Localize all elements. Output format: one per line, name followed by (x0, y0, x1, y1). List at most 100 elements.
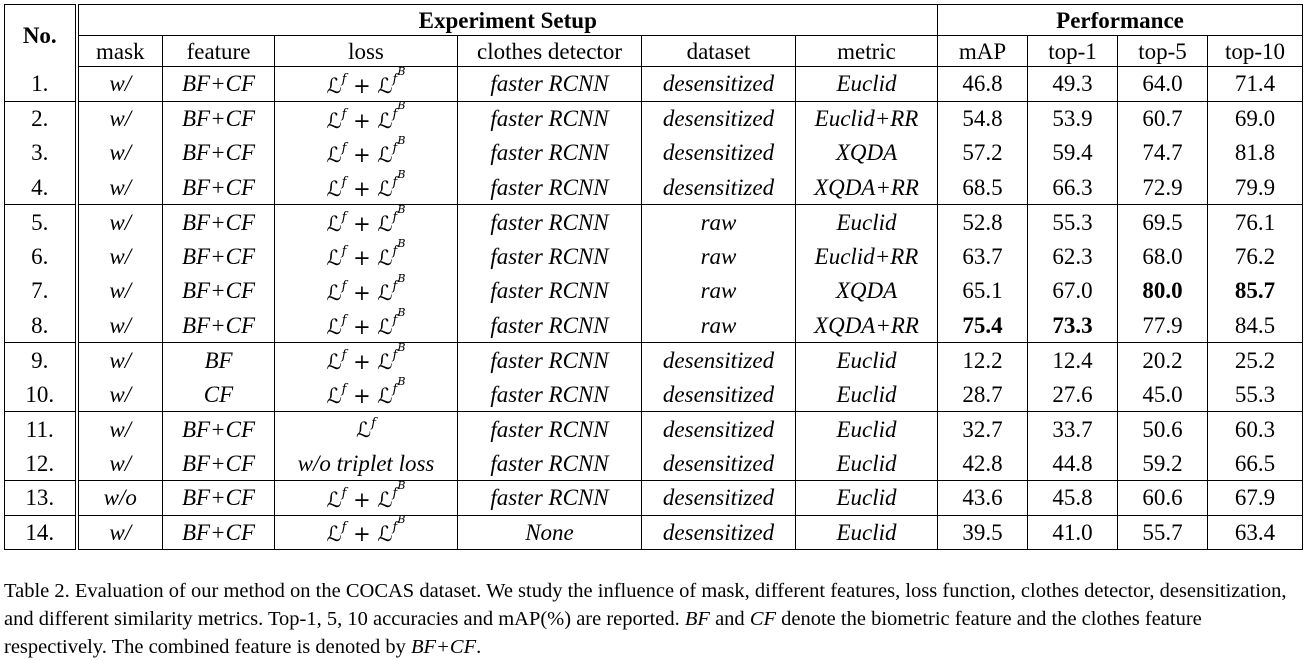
cell-dataset: desensitized (641, 66, 796, 101)
cell-clothes-detector-text: faster RCNN (490, 278, 609, 304)
cell-map: 32.7 (937, 411, 1028, 446)
cell-clothes-detector: None (457, 514, 642, 550)
cell-top10-text: 76.1 (1234, 209, 1276, 235)
cell-feature-text: BF+CF (181, 416, 255, 442)
cell-mask: w/ (76, 170, 163, 205)
cell-map: 68.5 (937, 170, 1028, 205)
cell-no-text: 4. (31, 174, 49, 200)
table-row: 10. w/CF ℒf + ℒfB faster RCNN desensitized Eu… (4, 376, 1304, 412)
cell-map: 28.7 (937, 377, 1028, 412)
cell-top5-text: 80.0 (1142, 278, 1183, 304)
cell-mask-text: w/ (109, 243, 132, 269)
loss-formula: ℒf (356, 415, 376, 442)
cell-dataset: desensitized (641, 170, 796, 205)
header-col-top10: top-10 (1207, 35, 1304, 67)
cell-clothes-detector: faster RCNN (457, 100, 642, 136)
cell-no: 10. (4, 377, 79, 412)
cell-map-text: 12.2 (962, 347, 1003, 373)
cell-top1-text: 45.8 (1052, 485, 1093, 511)
cell-dataset-text: desensitized (662, 416, 775, 442)
header-experiment-setup: Experiment Setup (76, 4, 938, 36)
cell-top1: 45.8 (1027, 480, 1118, 515)
cell-no: 12. (4, 446, 79, 481)
cell-top1: 67.0 (1027, 273, 1118, 308)
cell-map-text: 43.6 (962, 485, 1003, 511)
caption-text-1: Evaluation of our method on the COCAS da… (4, 580, 1287, 630)
cell-feature-text: BF+CF (181, 519, 255, 545)
cell-clothes-detector-text: faster RCNN (490, 71, 609, 97)
cell-clothes-detector-text: faster RCNN (490, 140, 609, 166)
cell-metric-text: Euclid (836, 71, 897, 97)
header-col-map: mAP (937, 35, 1028, 67)
header-columns-row: mask feature loss clothes detector datas… (5, 35, 1304, 67)
cell-top1: 59.4 (1027, 135, 1118, 170)
cell-top5: 59.2 (1117, 446, 1208, 481)
cell-dataset-text: raw (700, 243, 737, 269)
results-table: No. Experiment Setup Performance mask fe… (4, 4, 1304, 550)
cell-map-text: 65.1 (962, 278, 1003, 304)
cell-no: 13. (4, 480, 79, 515)
cell-top1-text: 53.9 (1052, 106, 1093, 131)
cell-top5: 72.9 (1117, 170, 1208, 205)
cell-no-text: 10. (25, 381, 55, 407)
cell-mask: w/ (76, 66, 163, 101)
cell-metric: XQDA+RR (795, 308, 938, 343)
cell-clothes-detector-text: faster RCNN (490, 485, 609, 511)
cell-clothes-detector: faster RCNN (457, 480, 642, 515)
cell-no: 7. (4, 273, 79, 308)
cell-loss: ℒf + ℒfB (274, 66, 458, 101)
cell-top1: 44.8 (1027, 446, 1118, 481)
cell-feature-text: BF+CF (181, 140, 255, 166)
cell-mask: w/ (76, 204, 163, 239)
cell-map: 42.8 (937, 446, 1028, 481)
cell-no: 14. (4, 514, 79, 550)
header-group-row: No. Experiment Setup Performance (4, 4, 1304, 67)
caption-bfcf: BF+CF (411, 636, 477, 658)
cell-map: 12.2 (937, 342, 1028, 377)
cell-no-text: 5. (31, 209, 49, 235)
cell-dataset-text: desensitized (662, 347, 775, 373)
cell-top5-text: 60.6 (1142, 485, 1183, 511)
cell-loss-text: w/o triplet loss (297, 450, 435, 476)
cell-map: 54.8 (937, 100, 1028, 136)
cell-map: 75.4 (937, 308, 1028, 343)
cell-metric: XQDA (795, 135, 938, 170)
cell-loss: w/o triplet loss (274, 446, 458, 481)
cell-feature: BF+CF (162, 411, 275, 446)
cell-loss: ℒf + ℒfB (274, 342, 458, 377)
cell-clothes-detector: faster RCNN (457, 170, 642, 205)
cell-dataset: desensitized (641, 342, 796, 377)
cell-top1-text: 59.4 (1052, 140, 1093, 166)
cell-top5-text: 59.2 (1142, 450, 1183, 476)
cell-mask-text: w/ (109, 140, 132, 166)
caption-bf: BF (684, 608, 710, 630)
caption-cf: CF (749, 608, 777, 630)
cell-top5-text: 69.5 (1142, 209, 1183, 235)
cell-no: 6. (4, 239, 79, 274)
cell-metric-text: XQDA+RR (814, 174, 919, 200)
header-no: No. (4, 4, 79, 67)
cell-no-text: 12. (25, 450, 55, 476)
cell-top10: 69.0 (1207, 100, 1304, 136)
cell-no: 1. (4, 66, 79, 101)
cell-mask: w/ (76, 514, 163, 550)
cell-clothes-detector-text: faster RCNN (490, 174, 609, 200)
cell-mask: w/o (76, 480, 163, 515)
header-col-metric: metric (795, 35, 938, 67)
loss-formula: ℒf + ℒfB (326, 513, 406, 547)
cell-top10-text: 79.9 (1234, 174, 1276, 200)
cell-mask-text: w/ (109, 381, 132, 407)
cell-mask-text: w/ (109, 209, 132, 235)
cell-mask: w/ (76, 100, 163, 136)
table-row: 8. w/BF+CF ℒf + ℒfB faster RCNN raw XQDA+RR 75… (4, 307, 1304, 343)
cell-top5: 74.7 (1117, 135, 1208, 170)
cell-top1-text: 27.6 (1052, 381, 1093, 407)
cell-dataset: desensitized (641, 446, 796, 481)
cell-feature-text: BF+CF (181, 106, 255, 131)
cell-metric: Euclid+RR (795, 100, 938, 136)
cell-top1: 33.7 (1027, 411, 1118, 446)
cell-feature: BF+CF (162, 514, 275, 550)
cell-top1: 62.3 (1027, 239, 1118, 274)
cell-top10-text: 67.9 (1234, 485, 1276, 511)
cell-clothes-detector-text: faster RCNN (490, 106, 609, 131)
